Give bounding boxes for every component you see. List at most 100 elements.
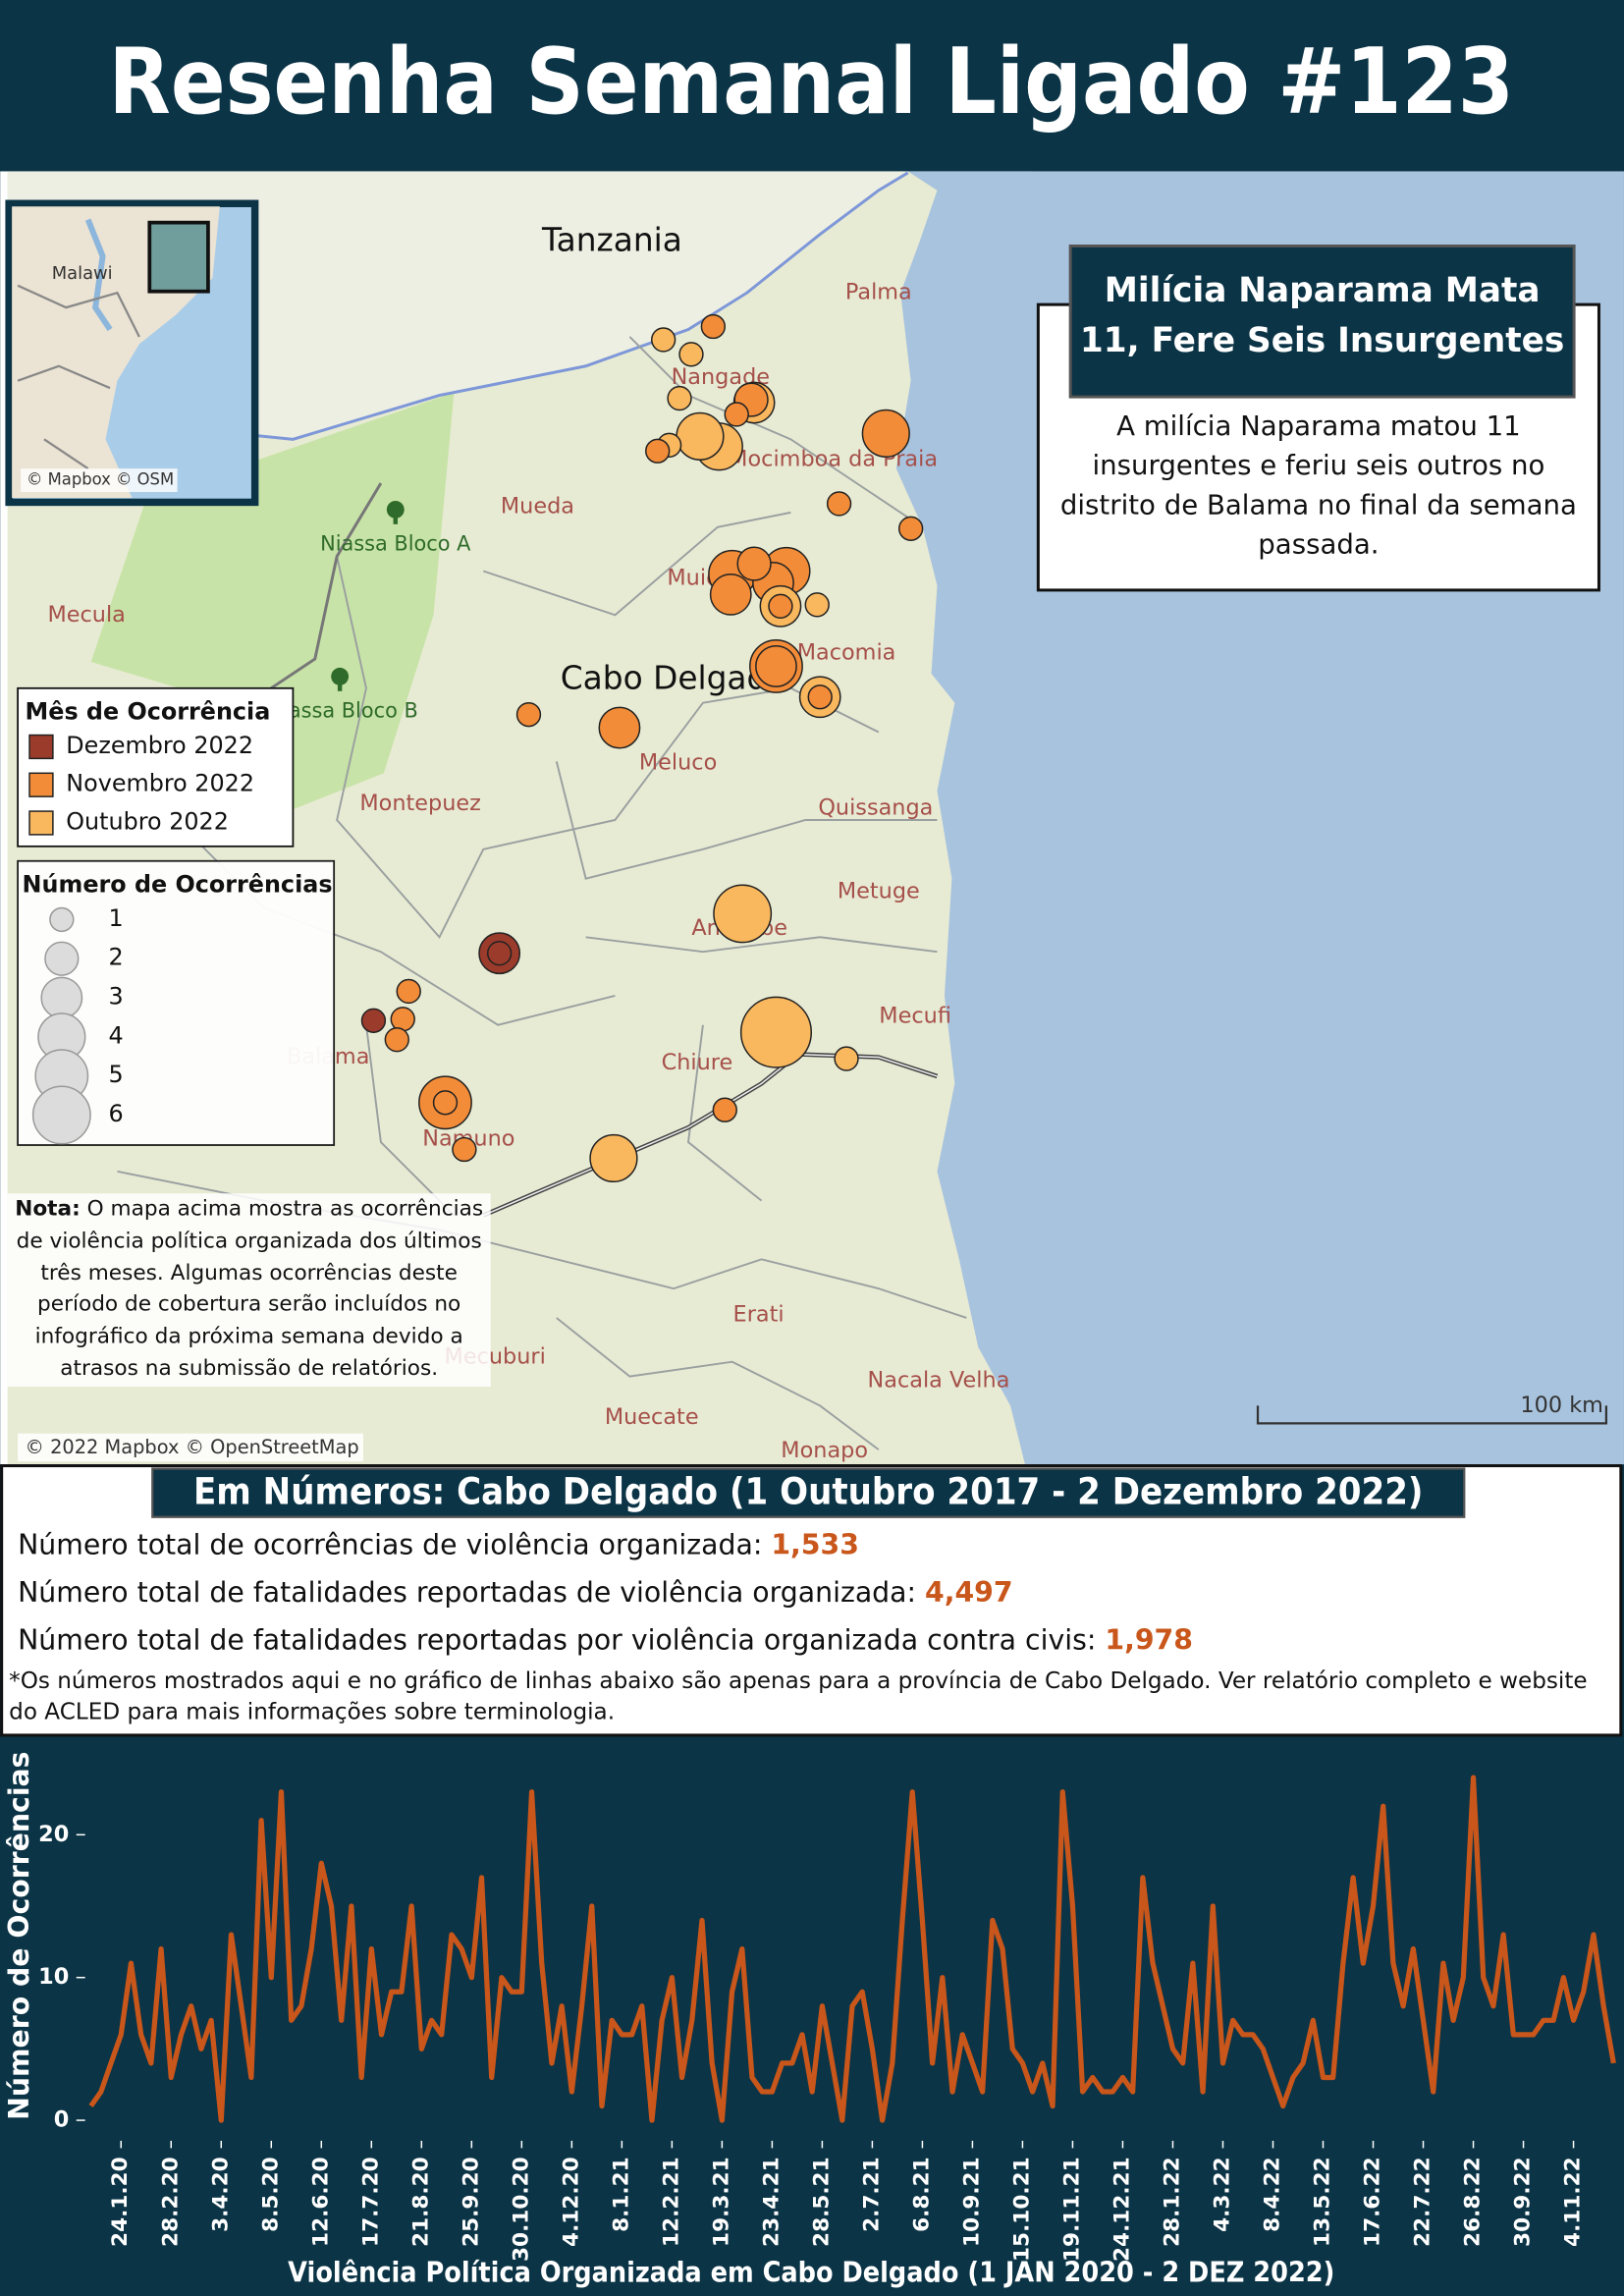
place-label: Mecufi (879, 1003, 951, 1028)
event-bubble (486, 941, 513, 966)
event-bubble (515, 701, 542, 728)
x-tick-label: 24.1.20 (108, 2157, 133, 2247)
y-tick-label: 20 (38, 1822, 69, 1847)
size-legend-label: 4 (109, 1021, 124, 1049)
note-fo: Nota: O mapa acima mostra as ocorrências… (15, 1197, 484, 1382)
footnote-fo: *Os números mostrados aqui e no gráfico … (9, 1667, 1588, 1725)
x-tick-label: 6.8.21 (909, 2157, 934, 2232)
size-legend-label: 1 (109, 904, 124, 932)
x-tick-label: 30.10.20 (509, 2157, 533, 2262)
size-legend-circle (40, 976, 83, 1019)
chart-background (0, 1737, 1624, 2296)
inset-map (5, 199, 259, 507)
event-bubble (755, 645, 797, 687)
size-legend-circle (31, 1085, 91, 1145)
event-bubble (709, 573, 752, 616)
stat-value: 4,497 (925, 1576, 1013, 1609)
stat-line: Número total de fatalidades reportadas d… (18, 1576, 1013, 1609)
size-legend-label: 6 (109, 1100, 124, 1127)
event-bubble (678, 342, 704, 367)
stat-line: Número total de ocorrências de violência… (18, 1529, 859, 1561)
callout-title-box (1068, 245, 1576, 399)
stats-footnote: *Os números mostrados aqui e no gráfico … (9, 1667, 1588, 1725)
callout-text: A milícia Naparama matou 11 insurgentes … (1059, 410, 1577, 562)
event-bubble (598, 706, 641, 749)
stat-label: Número total de fatalidades reportadas p… (18, 1623, 1096, 1656)
size-legend-title: Número de Ocorrências (23, 871, 333, 899)
place-label: Tanzania (541, 222, 682, 259)
event-bubble (650, 327, 677, 353)
place-label: Niassa Bloco A (320, 532, 471, 556)
x-tick-label: 17.6.22 (1361, 2157, 1385, 2247)
place-label: Muecate (605, 1404, 699, 1430)
x-tick-label: 4.11.22 (1561, 2157, 1586, 2247)
inset-attribution-bg (21, 468, 178, 492)
stat-label: Número total de fatalidades reportadas d… (18, 1576, 916, 1609)
event-bubble (676, 411, 725, 461)
event-bubble (700, 313, 727, 340)
line-chart: 0 10 20 24.1.20 28.2.20 3.4.20 8.5.20 12.6.20 17… (38, 1775, 1616, 2262)
legend-swatch (28, 734, 54, 760)
stat-line: Número total de fatalidades reportadas p… (18, 1623, 1193, 1656)
x-tick-label: 12.6.20 (308, 2157, 333, 2247)
x-tick-label: 4.3.22 (1210, 2157, 1234, 2232)
road (270, 482, 383, 690)
event-bubble (712, 1097, 737, 1122)
x-tick-label: 28.5.21 (809, 2157, 834, 2247)
header-band (0, 0, 1624, 172)
color-legend-title: Mês de Ocorrência (26, 698, 271, 726)
inset-borders (17, 284, 140, 470)
place-label: Meluco (639, 749, 717, 775)
stat-label: Número total de ocorrências de violência… (18, 1529, 762, 1561)
event-bubble (826, 491, 852, 517)
event-bubble (667, 385, 692, 411)
stat-value: 1,533 (771, 1529, 859, 1561)
callout-text-fo: A milícia Naparama matou 11 insurgentes … (1059, 410, 1577, 562)
place-label: Metuge (838, 879, 920, 904)
x-tick-label: 24.12.21 (1110, 2157, 1134, 2262)
map-attribution: © 2022 Mapbox © OpenStreetMap (26, 1436, 359, 1458)
callout-title: Milícia Naparama Mata 11, Fere Seis Insu… (1079, 272, 1565, 360)
event-bubble (739, 996, 812, 1068)
stat-value: 1,978 (1105, 1623, 1193, 1656)
data-line (88, 1775, 1616, 2123)
event-bubble (768, 593, 793, 619)
event-bubble (736, 546, 772, 581)
x-tick-label: 3.4.20 (208, 2157, 233, 2232)
x-tick-label: 26.8.22 (1461, 2157, 1486, 2247)
legend-swatch (28, 772, 54, 797)
event-bubble (396, 978, 421, 1005)
callout-title-fo: Milícia Naparama Mata 11, Fere Seis Insu… (1079, 272, 1565, 360)
event-bubble (645, 438, 671, 464)
x-tick-label: 4.12.20 (559, 2157, 583, 2247)
stats-title: Em Números: Cabo Delgado (1 Outubro 2017… (193, 1469, 1423, 1512)
y-tick-label: 10 (38, 1964, 69, 1990)
color-legend: Dezembro 2022 Novembro 2022 Outubro 2022 (28, 732, 254, 836)
x-tick-label: 15.10.21 (1009, 2157, 1034, 2262)
place-label: Quissanga (818, 795, 933, 821)
size-legend-label: 5 (109, 1061, 124, 1088)
place-label: Palma (845, 280, 912, 305)
note-text: O mapa acima mostra as ocorrências de vi… (16, 1197, 484, 1382)
event-bubble (713, 884, 773, 944)
place-label: Mecula (47, 602, 125, 628)
x-tick-label: 2.7.21 (859, 2157, 884, 2232)
x-tick-label: 8.4.22 (1260, 2157, 1284, 2232)
tree-icons (331, 500, 405, 691)
y-axis-title: Número de Ocorrências (3, 1752, 35, 2120)
size-legend-label: 2 (109, 944, 124, 971)
event-bubble (589, 1133, 638, 1183)
inset-highlight (147, 220, 210, 294)
place-label: Macomia (797, 640, 896, 666)
event-bubble (360, 1008, 387, 1033)
x-tick-label: 8.1.21 (609, 2157, 633, 2232)
event-bubble (861, 409, 910, 458)
scale-bar-label: 100 km (1520, 1393, 1603, 1418)
inset-attribution: © Mapbox © OSM (27, 470, 174, 489)
event-bubble (897, 516, 924, 541)
size-legend: 1 2 3 4 5 6 (31, 904, 124, 1145)
note-label: Nota: (15, 1197, 81, 1222)
x-tick-label: 10.9.21 (959, 2157, 984, 2247)
